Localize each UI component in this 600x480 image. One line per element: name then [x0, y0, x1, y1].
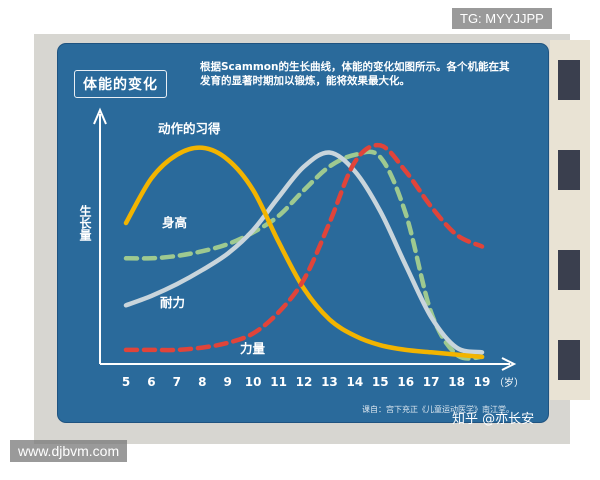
series-line-height — [123, 149, 485, 361]
x-tick-label: 14 — [347, 375, 364, 389]
y-axis-arrow — [93, 107, 107, 125]
x-tick-label: 10 — [245, 375, 262, 389]
series-label-motor-skills: 动作的习得 — [158, 121, 221, 136]
x-tick-label: 19 — [474, 375, 491, 389]
x-tick-label: 13 — [321, 375, 338, 389]
x-tick-label: 18 — [448, 375, 465, 389]
chart-description: 根据Scammon的生长曲线，体能的变化如图所示。各个机能在其发育的显著时期加以… — [200, 61, 510, 87]
series-lines — [123, 142, 485, 361]
chart-title: 体能的变化 — [74, 70, 167, 98]
y-axis-label: 生长量 — [78, 205, 92, 241]
x-tick-label: 9 — [224, 375, 232, 389]
series-line-endurance — [123, 150, 485, 355]
x-axis-arrow — [501, 357, 517, 371]
x-tick-label: 7 — [173, 375, 181, 389]
x-tick-label: 6 — [147, 375, 155, 389]
x-tick-label: 16 — [397, 375, 414, 389]
x-tick-label: 17 — [423, 375, 440, 389]
x-tick-label: 12 — [296, 375, 313, 389]
x-tick-label: 5 — [122, 375, 130, 389]
x-tick-label: 15 — [372, 375, 389, 389]
site-watermark: www.djbvm.com — [10, 440, 128, 462]
x-tick-label: 8 — [198, 375, 206, 389]
series-label-strength: 力量 — [240, 341, 266, 356]
x-unit-label: （岁） — [494, 376, 524, 389]
adjacent-page-strip — [550, 40, 590, 400]
series-label-endurance: 耐力 — [160, 295, 186, 310]
x-tick-label: 11 — [270, 375, 287, 389]
tg-watermark: TG: MYYJJPP — [452, 8, 552, 29]
zhihu-watermark: 知乎 @亦长安 — [452, 412, 535, 427]
series-label-height: 身高 — [162, 215, 188, 230]
x-tick-labels: 5 6 7 8 9 10 11 12 13 14 15 16 17 18 19 （岁） — [122, 375, 524, 389]
series-line-motor-skills — [123, 145, 485, 360]
chart-axes — [93, 107, 517, 371]
chart-source-note: 课自：宫下充正《儿童运动医学》南江堂。 — [362, 405, 514, 414]
series-line-strength — [123, 142, 485, 353]
growth-chart: 5 6 7 8 9 10 11 12 13 14 15 16 17 18 19 （岁） — [93, 107, 524, 389]
